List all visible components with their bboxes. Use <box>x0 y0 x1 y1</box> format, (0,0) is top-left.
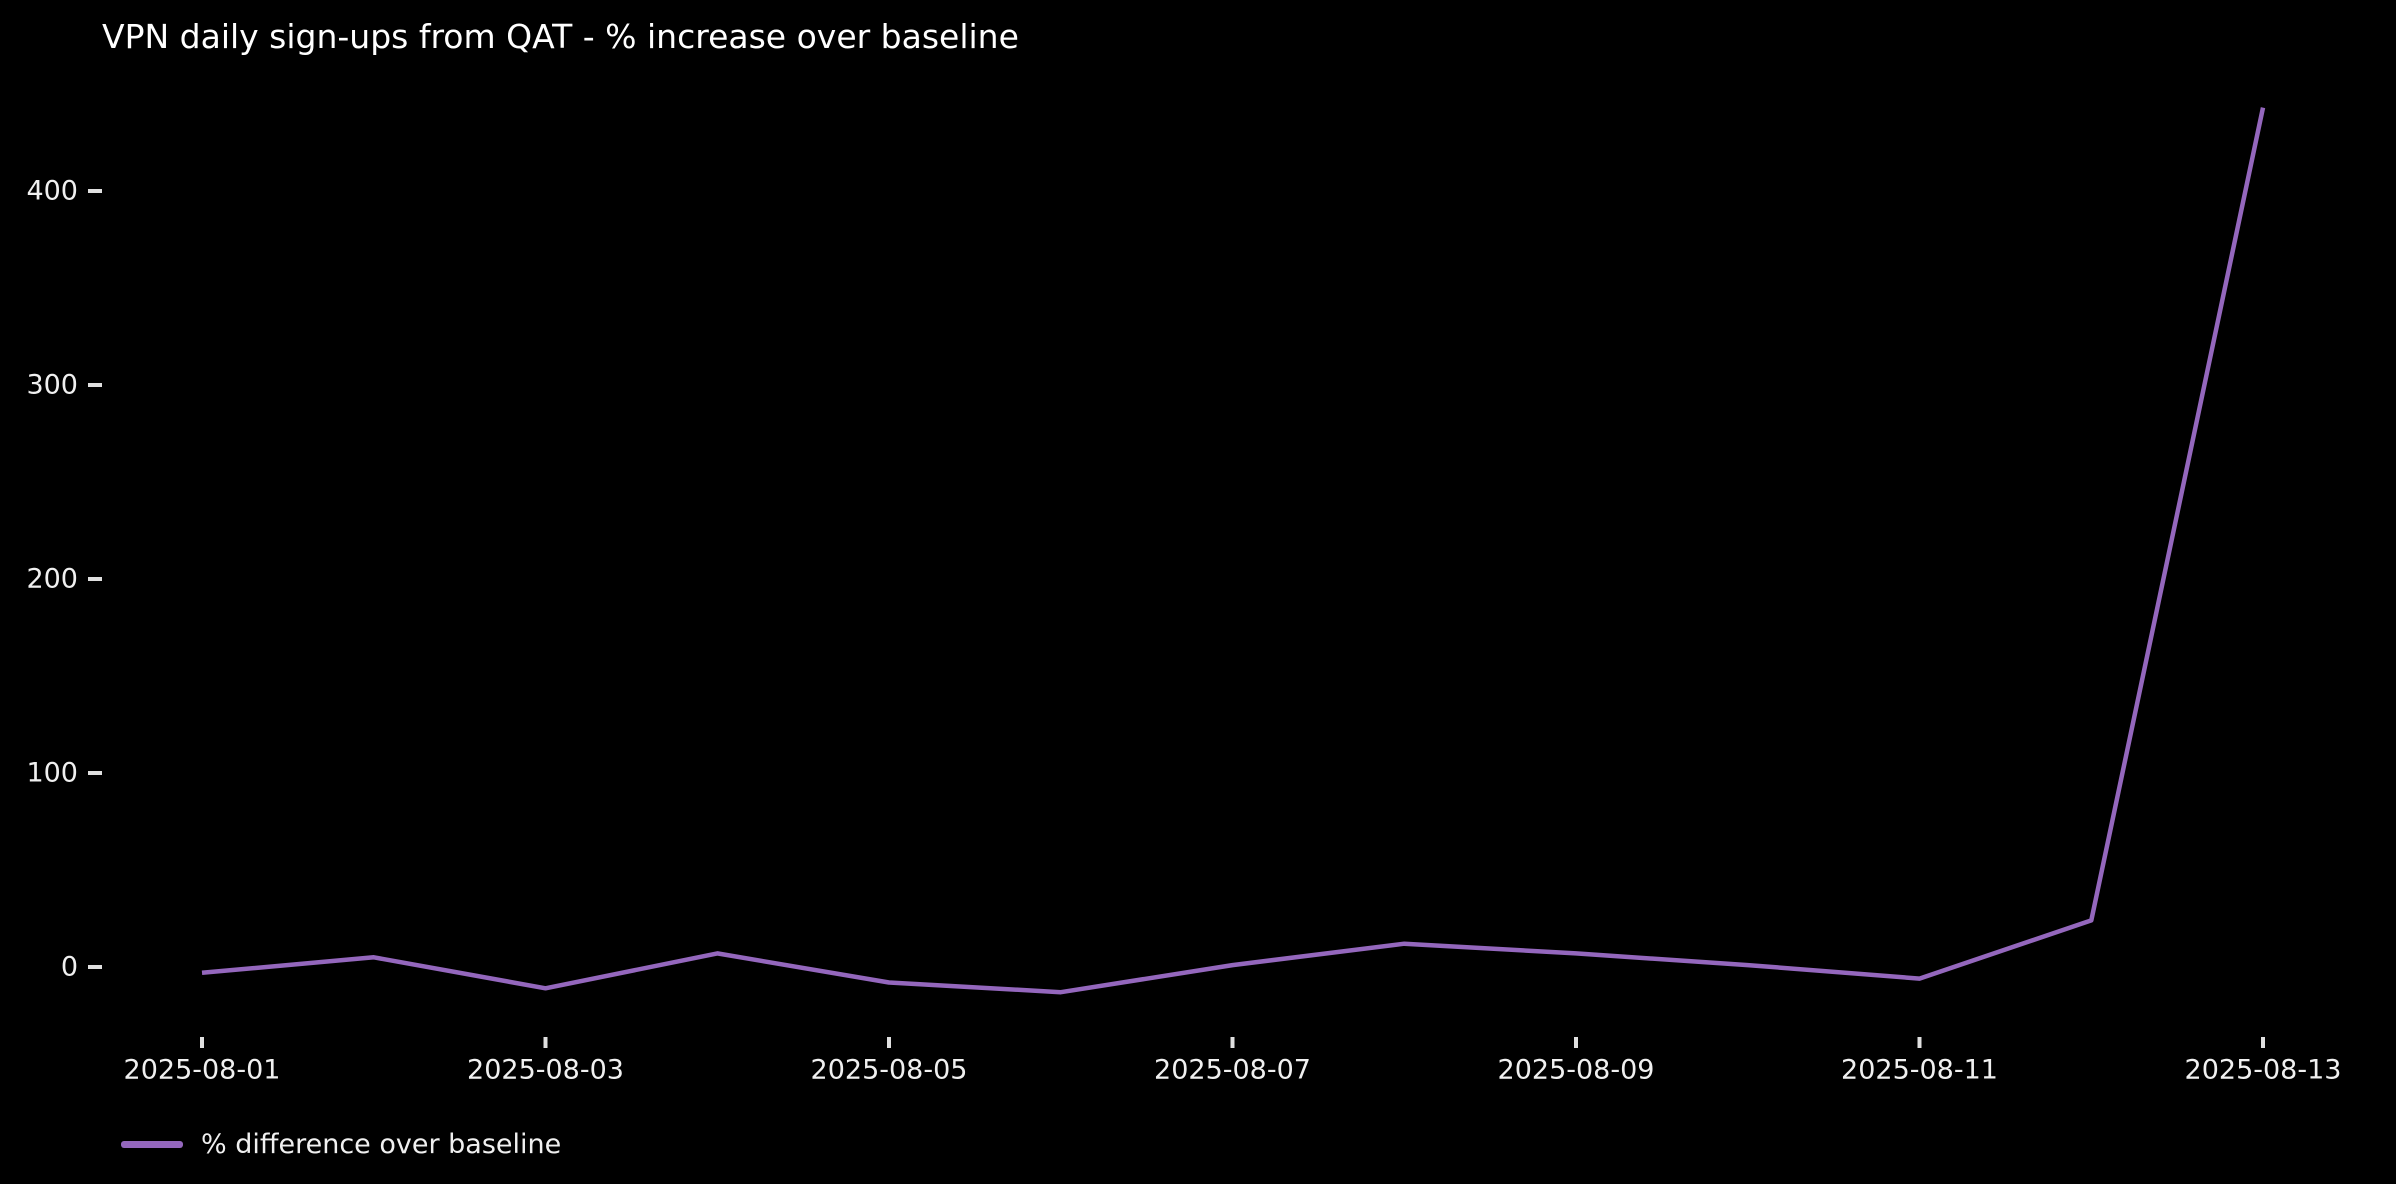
chart-title: VPN daily sign-ups from QAT - % increase… <box>102 17 1019 56</box>
y-tick-label: 200 <box>26 564 78 595</box>
x-tick-label: 2025-08-13 <box>2185 1055 2342 1086</box>
x-tick-label: 2025-08-05 <box>811 1055 968 1086</box>
x-tick-label: 2025-08-01 <box>124 1055 281 1086</box>
y-tick-label: 300 <box>26 370 78 401</box>
legend-line-swatch <box>121 1140 183 1148</box>
y-tick-label: 0 <box>61 952 78 983</box>
x-tick-label: 2025-08-03 <box>467 1055 624 1086</box>
y-tick-label: 100 <box>26 758 78 789</box>
legend: % difference over baseline <box>121 1124 561 1164</box>
legend-label: % difference over baseline <box>201 1128 562 1160</box>
y-tick-label: 400 <box>26 176 78 207</box>
x-tick-label: 2025-08-07 <box>1154 1055 1311 1086</box>
series-line-pct-difference <box>201 107 2266 995</box>
x-tick-label: 2025-08-09 <box>1498 1055 1655 1086</box>
x-tick-label: 2025-08-11 <box>1841 1055 1998 1086</box>
